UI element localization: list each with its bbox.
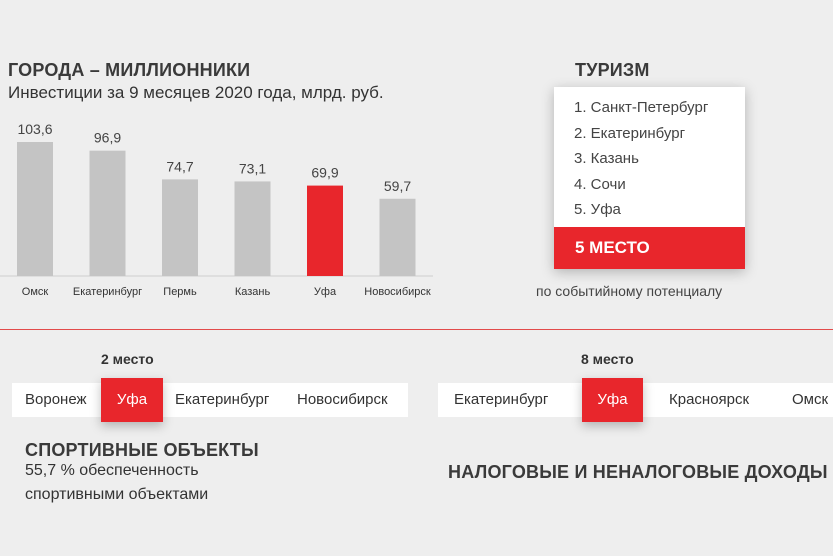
tourism-caption: по событийному потенциалу <box>536 283 723 299</box>
sports-place-label: 2 место <box>101 351 154 367</box>
x-tick-label: Омск <box>22 286 49 298</box>
x-tick-label: Екатеринбург <box>73 286 142 298</box>
sports-text-line1: 55,7 % обеспеченность <box>25 462 199 479</box>
sports-title: СПОРТИВНЫЕ ОБЪЕКТЫ <box>25 440 259 460</box>
tourism-title: ТУРИЗМ <box>575 60 650 80</box>
x-tick-label: Новосибирск <box>364 286 431 298</box>
bar-value-label: 73,1 <box>239 160 266 176</box>
bar-3 <box>234 181 271 276</box>
bar-value-label: 59,7 <box>384 178 411 194</box>
sports-text-line2: спортивными объектами <box>25 486 209 503</box>
strip-city: Екатеринбург <box>175 391 270 408</box>
strip-city-highlight: Уфа <box>101 378 163 422</box>
strip-city: Омск <box>792 391 829 408</box>
bar-value-label: 96,9 <box>94 130 121 146</box>
chart-subtitle: Инвестиции за 9 месяцев 2020 года, млрд.… <box>8 83 384 102</box>
x-tick-label: Казань <box>235 286 271 298</box>
bar-2 <box>162 179 198 276</box>
chart-title: ГОРОДА – МИЛЛИОННИКИ <box>8 60 251 80</box>
strip-city: Новосибирск <box>297 391 388 408</box>
sports-ranking-strip: Воронеж Уфа Екатеринбург Новосибирск <box>12 378 408 422</box>
list-item: 5. Уфа <box>574 201 621 218</box>
list-item: 3. Казань <box>574 150 639 167</box>
bar-1 <box>89 150 126 276</box>
tax-ranking-strip: Екатеринбург Уфа Красноярск Омск <box>438 378 833 422</box>
strip-city: Екатеринбург <box>454 391 549 408</box>
strip-city: Воронеж <box>25 391 87 408</box>
bar-value-label: 103,6 <box>17 121 52 137</box>
x-tick-label: Уфа <box>314 286 337 298</box>
bar-value-label: 74,7 <box>166 158 193 174</box>
list-item: 1. Санкт-Петербург <box>574 99 709 116</box>
bar-value-label: 69,9 <box>311 165 338 181</box>
section-divider <box>0 329 833 330</box>
investments-bar-chart: 103,6 Омск 96,9 Екатеринбург 74,7 Пермь 73,1 Ка… <box>0 121 433 298</box>
tourism-card: 1. Санкт-Петербург 2. Екатеринбург 3. Ка… <box>554 87 745 269</box>
tourism-place-badge: 5 МЕСТО <box>554 227 745 269</box>
strip-city: Красноярск <box>669 391 750 408</box>
list-item: 4. Сочи <box>574 175 626 193</box>
tax-title: НАЛОГОВЫЕ И НЕНАЛОГОВЫЕ ДОХОДЫ <box>448 462 828 482</box>
strip-city-highlight: Уфа <box>582 378 643 422</box>
tax-place-label: 8 место <box>581 351 634 367</box>
x-tick-label: Пермь <box>163 286 197 298</box>
list-item: 2. Екатеринбург <box>574 124 686 142</box>
bar-0 <box>17 142 53 276</box>
bar-4 <box>307 185 343 276</box>
tourism-ranking-list: 1. Санкт-Петербург 2. Екатеринбург 3. Ка… <box>554 87 745 223</box>
bar-5 <box>379 198 416 276</box>
